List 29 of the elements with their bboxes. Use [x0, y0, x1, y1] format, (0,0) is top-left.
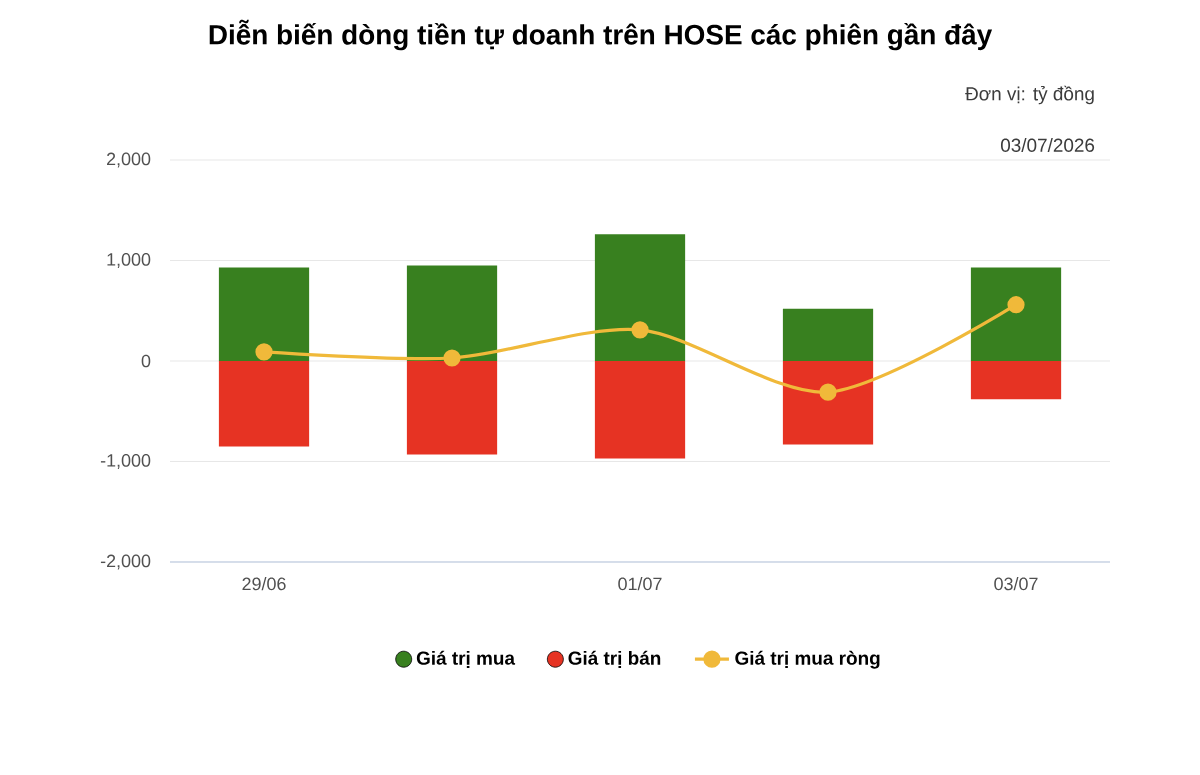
legend-label: Giá trị mua [416, 650, 516, 669]
x-tick-label: 03/07 [994, 577, 1038, 591]
bar [406, 265, 498, 361]
point [1007, 296, 1025, 314]
y-tick-label: 2,000 [107, 152, 151, 168]
text: Đơn vị: tỷ đồng [965, 85, 1094, 105]
y-tick-label: -1,000 [100, 454, 151, 469]
bar [970, 267, 1062, 361]
legend-label: Giá trị mua ròng [735, 650, 880, 669]
y-tick-label: -2,000 [100, 554, 151, 570]
bar [782, 361, 874, 445]
y-tick-label: 0 [141, 354, 151, 368]
point [443, 349, 461, 367]
y-tick-label: 1,000 [107, 253, 151, 268]
text: 03/07/2026 [1000, 138, 1095, 152]
x-tick-label: 29/06 [242, 577, 286, 591]
chart-title: Diễn biến dòng tiền tự doanh trên HOSE các phiên gần đây [209, 19, 993, 51]
bar [218, 267, 310, 361]
point [819, 383, 837, 401]
bar [594, 234, 686, 361]
x-tick-label: 01/07 [618, 577, 662, 591]
bar [970, 361, 1062, 400]
bar [594, 361, 686, 459]
point [255, 343, 273, 361]
point [631, 321, 649, 339]
legend-label: Giá trị bán [568, 650, 661, 669]
bar [406, 361, 498, 455]
bar [218, 361, 310, 447]
bar [782, 308, 874, 361]
